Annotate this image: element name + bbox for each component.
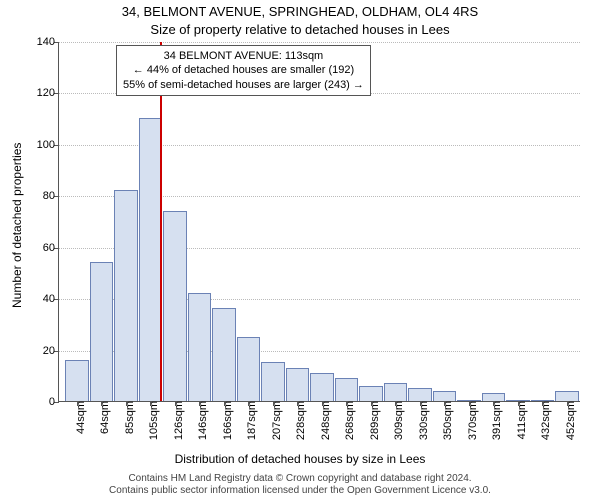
histogram-bar xyxy=(237,337,261,401)
xtick-label: 370sqm xyxy=(467,401,479,440)
annotation-line-3: 55% of semi-detached houses are larger (… xyxy=(123,78,364,92)
histogram-bar xyxy=(212,308,236,401)
footer-copyright-1: Contains HM Land Registry data © Crown c… xyxy=(0,473,600,484)
ytick-label: 20 xyxy=(29,345,55,357)
xtick-label: 350sqm xyxy=(442,401,454,440)
property-size-chart: 34, BELMONT AVENUE, SPRINGHEAD, OLDHAM, … xyxy=(0,0,600,500)
histogram-bar xyxy=(114,190,138,401)
xtick-label: 248sqm xyxy=(320,401,332,440)
ytick-label: 120 xyxy=(29,87,55,99)
xtick-label: 166sqm xyxy=(222,401,234,440)
gridline xyxy=(59,42,580,43)
histogram-bar xyxy=(310,373,334,401)
histogram-bar xyxy=(65,360,89,401)
xtick-label: 85sqm xyxy=(124,401,136,434)
histogram-bar xyxy=(408,388,432,401)
xtick-label: 146sqm xyxy=(197,401,209,440)
xtick-label: 309sqm xyxy=(393,401,405,440)
ytick-label: 0 xyxy=(29,396,55,408)
annotation-line-1: 34 BELMONT AVENUE: 113sqm xyxy=(123,49,364,63)
xtick-label: 207sqm xyxy=(271,401,283,440)
xtick-label: 452sqm xyxy=(565,401,577,440)
ytick-label: 80 xyxy=(29,190,55,202)
xtick-label: 105sqm xyxy=(148,401,160,440)
annotation-line-2: ← 44% of detached houses are smaller (19… xyxy=(123,63,364,77)
histogram-bar xyxy=(90,262,114,401)
ytick-label: 140 xyxy=(29,36,55,48)
ytick-label: 40 xyxy=(29,293,55,305)
histogram-bar xyxy=(261,362,285,401)
ytick-label: 100 xyxy=(29,139,55,151)
histogram-bar xyxy=(359,386,383,401)
histogram-bar xyxy=(433,391,457,401)
chart-title-address: 34, BELMONT AVENUE, SPRINGHEAD, OLDHAM, … xyxy=(0,4,600,19)
histogram-bar xyxy=(188,293,212,401)
chart-subtitle: Size of property relative to detached ho… xyxy=(0,22,600,37)
annotation-box: 34 BELMONT AVENUE: 113sqm ← 44% of detac… xyxy=(116,45,371,96)
xtick-label: 64sqm xyxy=(99,401,111,434)
histogram-bar xyxy=(286,368,310,401)
histogram-bar xyxy=(163,211,187,401)
gridline xyxy=(59,145,580,146)
xtick-label: 330sqm xyxy=(418,401,430,440)
xtick-label: 187sqm xyxy=(246,401,258,440)
plot-area: 02040608010012014044sqm64sqm85sqm105sqm1… xyxy=(58,42,580,402)
footer-copyright-2: Contains public sector information licen… xyxy=(0,485,600,496)
y-axis-label: Number of detached properties xyxy=(10,143,24,308)
histogram-bar xyxy=(139,118,163,401)
xtick-label: 432sqm xyxy=(540,401,552,440)
xtick-label: 268sqm xyxy=(344,401,356,440)
histogram-bar xyxy=(384,383,408,401)
xtick-label: 44sqm xyxy=(75,401,87,434)
xtick-label: 391sqm xyxy=(491,401,503,440)
histogram-bar xyxy=(555,391,579,401)
xtick-label: 411sqm xyxy=(516,401,528,439)
ytick-label: 60 xyxy=(29,242,55,254)
x-axis-label: Distribution of detached houses by size … xyxy=(0,452,600,466)
xtick-label: 289sqm xyxy=(369,401,381,440)
xtick-label: 126sqm xyxy=(173,401,185,440)
histogram-bar xyxy=(482,393,506,401)
histogram-bar xyxy=(335,378,359,401)
xtick-label: 228sqm xyxy=(295,401,307,440)
